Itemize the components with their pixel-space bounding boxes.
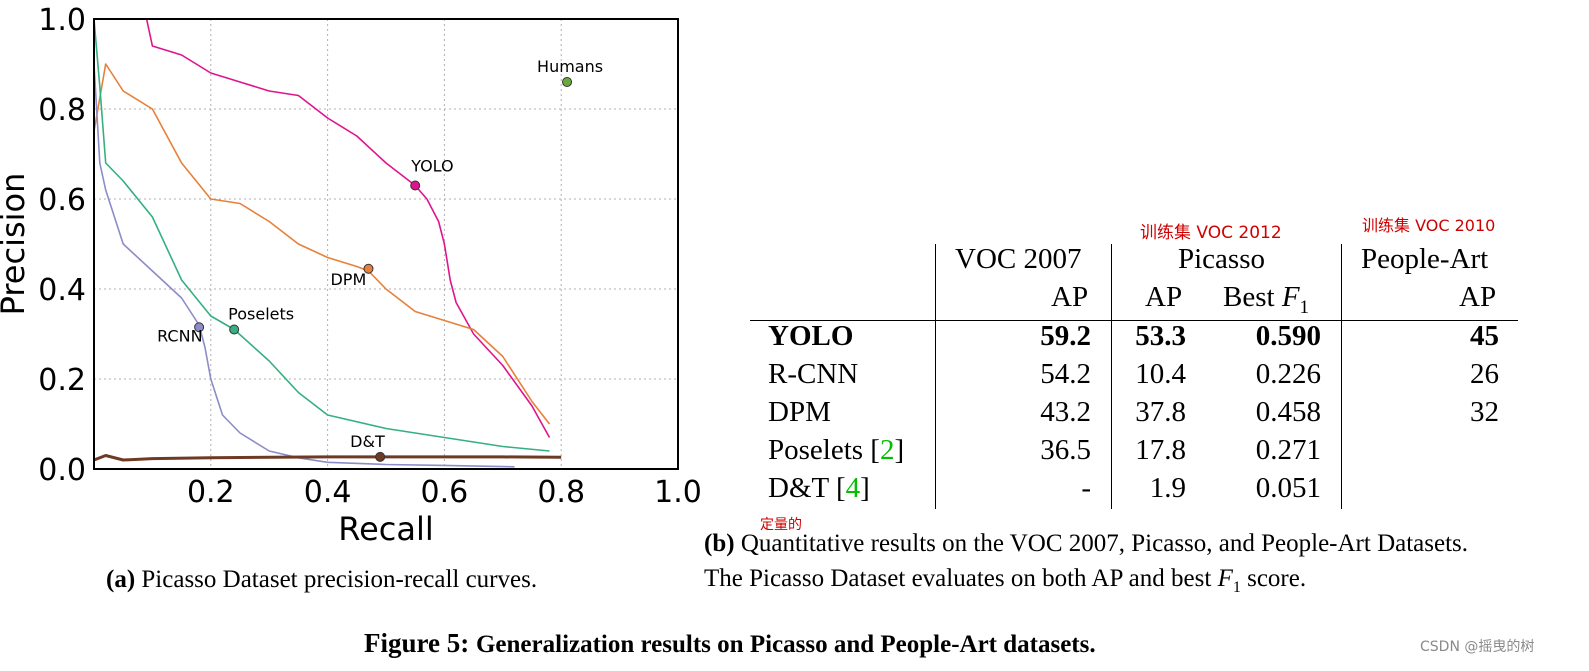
point-label-humans: Humans bbox=[537, 57, 603, 76]
table-cell-pf1: 0.226 bbox=[1255, 358, 1321, 390]
table-cell-name: YOLO bbox=[768, 320, 853, 353]
table-divider bbox=[1341, 244, 1342, 509]
caption-b-text: Quantitative results on the VOC 2007, Pi… bbox=[740, 530, 1469, 557]
best-label: Best bbox=[1223, 281, 1275, 313]
method-name: R-CNN bbox=[768, 358, 859, 390]
chart-tick-labels: 0.2 0.4 0.6 0.8 1.0 0.0 0.2 0.4 0.6 0.8 1.0 bbox=[38, 3, 702, 510]
table-cell-voc: 59.2 bbox=[1040, 320, 1091, 352]
header-ap-people-art: AP bbox=[1459, 281, 1497, 313]
point-label-poselets: Poselets bbox=[228, 305, 294, 324]
marker-humans bbox=[562, 77, 573, 87]
table-cell-voc: 54.2 bbox=[1040, 358, 1091, 390]
caption-a: (a) Picasso Dataset precision-recall cur… bbox=[106, 566, 537, 594]
header-people-art: People-Art bbox=[1361, 243, 1489, 275]
chart-point-markers: Humans YOLO DPM Poselets RCNN D&T bbox=[157, 57, 603, 462]
table-cell-pap: 53.3 bbox=[1135, 320, 1186, 352]
marker-dpm bbox=[363, 263, 374, 274]
y-tick-label: 0.4 bbox=[38, 273, 86, 308]
y-tick-label: 0.2 bbox=[38, 363, 86, 398]
header-ap-voc: AP bbox=[1051, 281, 1089, 313]
header-voc2007: VOC 2007 bbox=[955, 243, 1082, 275]
figure-number: Figure 5: bbox=[364, 628, 470, 658]
table-cell-art: 32 bbox=[1470, 396, 1499, 428]
header-ap-picasso: AP bbox=[1145, 281, 1183, 313]
table-cell-pf1: 0.458 bbox=[1255, 396, 1321, 428]
y-axis-label: Precision bbox=[0, 173, 32, 316]
x-tick-label: 0.6 bbox=[421, 475, 469, 510]
table-cell-name: Poselets [2] bbox=[768, 434, 904, 467]
table-cell-voc: 36.5 bbox=[1040, 434, 1091, 466]
table-cell-art: 45 bbox=[1470, 320, 1499, 352]
table-cell-pf1: 0.271 bbox=[1255, 434, 1321, 466]
marker-yolo bbox=[410, 180, 421, 191]
table-cell-pf1: 0.590 bbox=[1255, 320, 1321, 352]
method-name: YOLO bbox=[768, 320, 854, 352]
method-name: D&T [ bbox=[768, 472, 846, 504]
method-name: Poselets [ bbox=[768, 434, 880, 466]
table-cell-name: D&T [4] bbox=[768, 472, 870, 505]
y-tick-label: 0.8 bbox=[38, 93, 86, 128]
citation-link[interactable]: 4 bbox=[845, 472, 861, 504]
x-tick-label: 0.4 bbox=[304, 475, 352, 510]
header-picasso: Picasso bbox=[1178, 243, 1265, 275]
marker-dt bbox=[375, 451, 386, 462]
table-divider bbox=[1111, 244, 1112, 509]
table-cell-pap: 37.8 bbox=[1135, 396, 1186, 428]
citation-link[interactable]: 2 bbox=[879, 434, 895, 466]
citation-bracket: ] bbox=[894, 434, 905, 466]
x-tick-label: 0.8 bbox=[537, 475, 585, 510]
table-cell-art: 26 bbox=[1470, 358, 1499, 390]
figure-caption: Figure 5: Generalization results on Pica… bbox=[364, 628, 1096, 659]
marker-rcnn bbox=[194, 322, 205, 333]
series-yolo-line bbox=[94, 18, 551, 438]
point-label-dpm: DPM bbox=[330, 270, 366, 289]
table-cell-name: R-CNN bbox=[768, 358, 858, 391]
table-cell-pap: 17.8 bbox=[1135, 434, 1186, 466]
picasso-annotation: 训练集 VOC 2012 bbox=[1140, 223, 1282, 243]
caption-b-line2: The Picasso Dataset evaluates on both AP… bbox=[704, 565, 1306, 597]
table-cell-pap: 1.9 bbox=[1149, 472, 1186, 504]
table-cell-pap: 10.4 bbox=[1135, 358, 1186, 390]
table-cell-name: DPM bbox=[768, 396, 831, 429]
f-subscript: 1 bbox=[1299, 296, 1310, 318]
caption-f-subscript: 1 bbox=[1232, 579, 1241, 596]
x-tick-label: 1.0 bbox=[654, 475, 702, 510]
series-rcnn-line bbox=[93, 63, 515, 468]
header-best-f1: Best F1 bbox=[1223, 281, 1309, 319]
table-cell-voc: - bbox=[1081, 472, 1091, 504]
caption-a-text: Picasso Dataset precision-recall curves. bbox=[141, 566, 538, 593]
series-dpm-line bbox=[93, 63, 551, 425]
f-symbol: F bbox=[1281, 281, 1300, 313]
chart-grid bbox=[94, 19, 678, 469]
caption-a-label: (a) bbox=[106, 566, 136, 593]
caption-b-text3: score. bbox=[1240, 565, 1307, 592]
table-cell-voc: 43.2 bbox=[1040, 396, 1091, 428]
series-dt-line bbox=[93, 454, 562, 462]
x-tick-label: 0.2 bbox=[187, 475, 235, 510]
x-axis-label: Recall bbox=[338, 510, 433, 548]
point-label-dt: D&T bbox=[350, 432, 385, 451]
y-tick-label: 0.6 bbox=[38, 183, 86, 218]
y-tick-label: 1.0 bbox=[38, 3, 86, 38]
caption-b-text2: The Picasso Dataset evaluates on both AP… bbox=[704, 565, 1218, 592]
citation-bracket: ] bbox=[860, 472, 870, 504]
point-label-yolo: YOLO bbox=[410, 157, 453, 176]
caption-f-symbol: F bbox=[1217, 565, 1233, 592]
caption-b-line1: (b) Quantitative results on the VOC 2007… bbox=[704, 530, 1468, 558]
y-tick-label: 0.0 bbox=[38, 453, 86, 488]
peopleart-annotation: 训练集 VOC 2010 bbox=[1362, 216, 1496, 235]
quantitative-annotation: 定量的 bbox=[760, 517, 802, 533]
marker-poselets bbox=[229, 324, 240, 335]
point-label-rcnn: RCNN bbox=[157, 326, 202, 345]
figure-title: Generalization results on Picasso and Pe… bbox=[475, 631, 1096, 658]
method-name: DPM bbox=[768, 396, 831, 428]
table-cell-pf1: 0.051 bbox=[1255, 472, 1321, 504]
table-header-rule bbox=[750, 320, 1518, 321]
plot-frame bbox=[93, 18, 679, 470]
watermark: CSDN @摇曳的树 bbox=[1420, 639, 1535, 655]
caption-b-label: (b) bbox=[704, 530, 735, 557]
table-divider bbox=[935, 244, 936, 509]
